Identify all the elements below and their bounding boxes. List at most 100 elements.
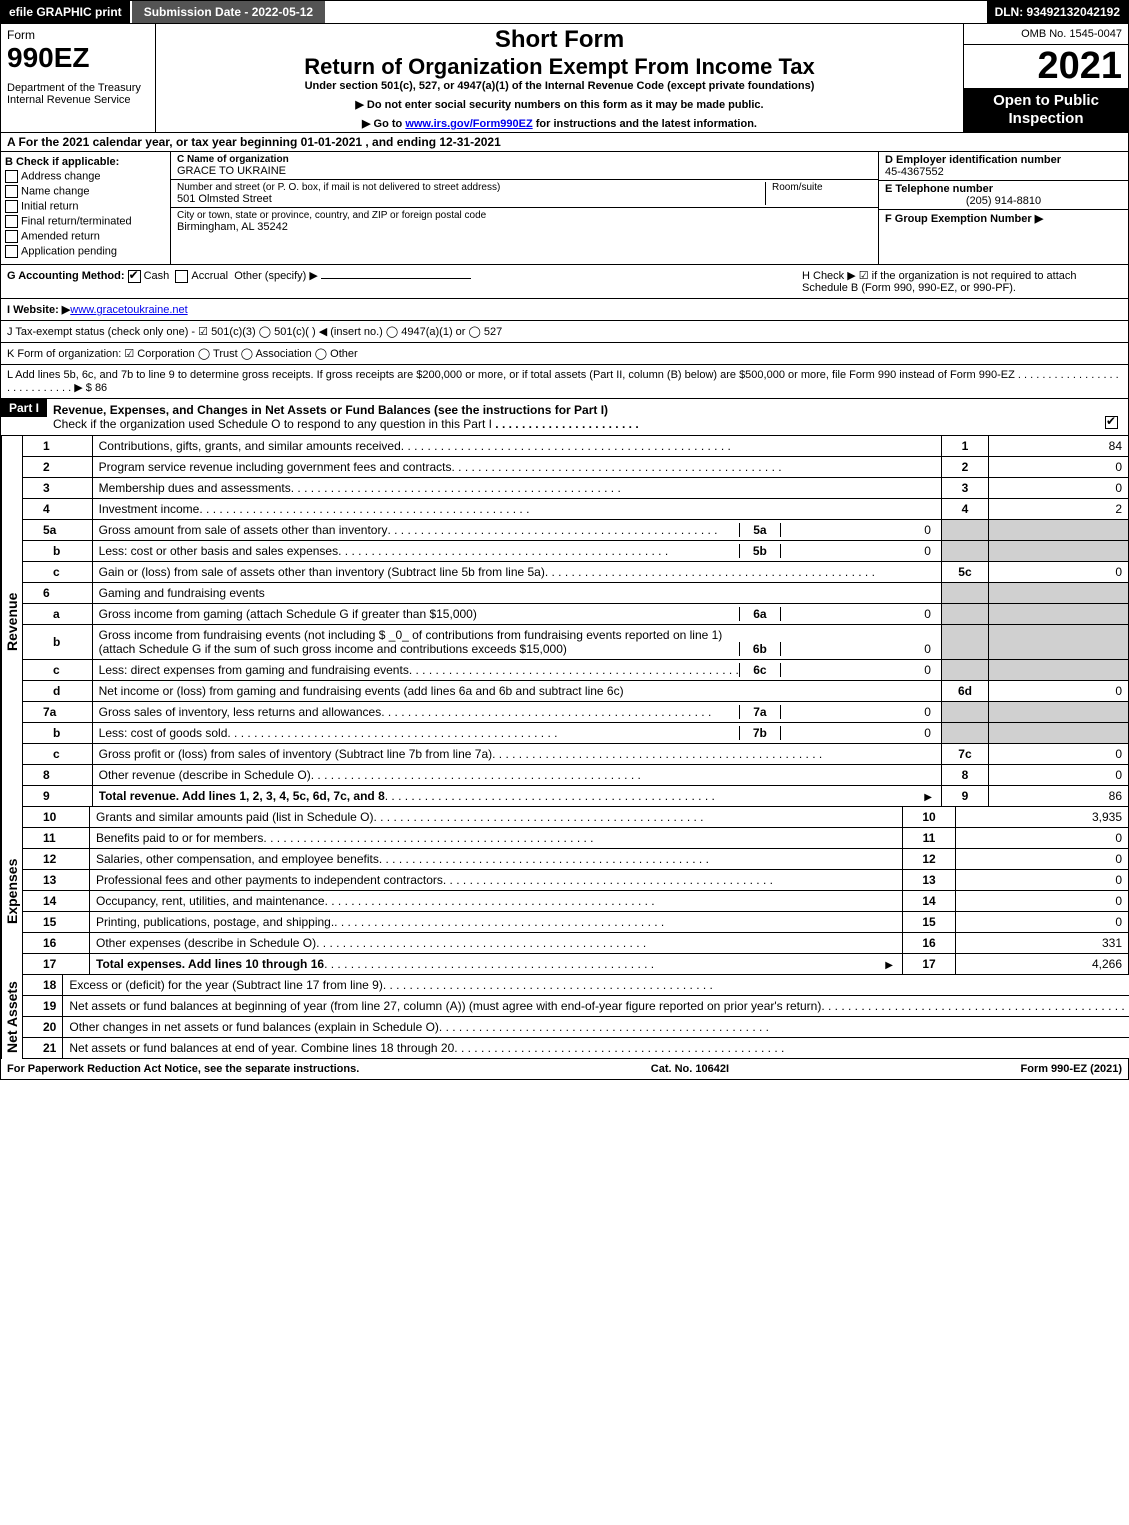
line-3: 3Membership dues and assessments30 [23,478,1129,499]
expenses-section: Expenses 10Grants and similar amounts pa… [0,807,1129,975]
street-value: 501 Olmsted Street [177,193,765,205]
submission-date: Submission Date - 2022-05-12 [130,1,327,23]
line-2: 2Program service revenue including gover… [23,457,1129,478]
line-1: 1Contributions, gifts, grants, and simil… [23,436,1129,457]
line-13: 13Professional fees and other payments t… [23,870,1129,891]
form-title: Return of Organization Exempt From Incom… [164,54,955,80]
footer-center: Cat. No. 10642I [651,1063,729,1075]
cb-cash[interactable] [128,270,141,283]
line-12: 12Salaries, other compensation, and empl… [23,849,1129,870]
line-7a: 7aGross sales of inventory, less returns… [23,702,1129,723]
form-number: 990EZ [7,42,149,74]
footer-left: For Paperwork Reduction Act Notice, see … [7,1063,359,1075]
omb-number: OMB No. 1545-0047 [964,24,1128,45]
phone-row: E Telephone number (205) 914-8810 [879,181,1128,210]
line-18: 18Excess or (deficit) for the year (Subt… [23,975,1129,996]
irs-link[interactable]: www.irs.gov/Form990EZ [405,118,532,130]
row-g-h: G Accounting Method: Cash Accrual Other … [0,265,1129,299]
cb-initial-return[interactable]: Initial return [5,200,166,213]
short-form-title: Short Form [164,26,955,54]
section-c: C Name of organization GRACE TO UKRAINE … [171,152,878,264]
page-footer: For Paperwork Reduction Act Notice, see … [0,1059,1129,1080]
e-label: E Telephone number [885,183,1122,195]
form-word: Form [7,28,149,42]
expenses-table: 10Grants and similar amounts paid (list … [22,807,1129,975]
goto-note: ▶ Go to www.irs.gov/Form990EZ for instru… [164,117,955,130]
group-exemption-row: F Group Exemption Number ▶ [879,210,1128,227]
org-name: GRACE TO UKRAINE [177,165,872,177]
netassets-side-label: Net Assets [1,975,22,1059]
phone-value: (205) 914-8810 [885,195,1122,207]
entity-block: B Check if applicable: Address change Na… [0,152,1129,265]
header-center: Short Form Return of Organization Exempt… [156,24,963,132]
cb-address-change[interactable]: Address change [5,170,166,183]
line-14: 14Occupancy, rent, utilities, and mainte… [23,891,1129,912]
cb-accrual[interactable] [175,270,188,283]
header-left: Form 990EZ Department of the Treasury In… [1,24,156,132]
expenses-side-label: Expenses [1,807,22,975]
c-label: C Name of organization [177,154,872,165]
cb-application-pending[interactable]: Application pending [5,245,166,258]
line-10: 10Grants and similar amounts paid (list … [23,807,1129,828]
org-name-row: C Name of organization GRACE TO UKRAINE [171,152,878,180]
row-i: I Website: ▶www.gracetoukraine.net [0,299,1129,321]
line-8: 8Other revenue (describe in Schedule O)8… [23,765,1129,786]
line-6b: bGross income from fundraising events (n… [23,625,1129,660]
website-link[interactable]: www.gracetoukraine.net [70,304,187,316]
b-label: B Check if applicable: [5,156,166,168]
city-label: City or town, state or province, country… [177,210,872,221]
footer-right: Form 990-EZ (2021) [1021,1063,1122,1075]
line-7b: bLess: cost of goods sold7b0 [23,723,1129,744]
line-17: 17Total expenses. Add lines 10 through 1… [23,954,1129,975]
line-5c: cGain or (loss) from sale of assets othe… [23,562,1129,583]
revenue-side-label: Revenue [1,436,22,807]
netassets-section: Net Assets 18Excess or (deficit) for the… [0,975,1129,1059]
section-a: A For the 2021 calendar year, or tax yea… [0,133,1129,152]
d-label: D Employer identification number [885,154,1122,166]
cb-name-change[interactable]: Name change [5,185,166,198]
ssn-note: ▶ Do not enter social security numbers o… [164,98,955,111]
inspection-badge: Open to Public Inspection [964,88,1128,132]
line-4: 4Investment income42 [23,499,1129,520]
l-amount: ▶ $ 86 [74,382,107,394]
department-label: Department of the Treasury Internal Reve… [7,82,149,106]
line-6c: cLess: direct expenses from gaming and f… [23,660,1129,681]
section-b: B Check if applicable: Address change Na… [1,152,171,264]
cb-schedule-o[interactable] [1105,416,1118,429]
line-6a: aGross income from gaming (attach Schedu… [23,604,1129,625]
cb-final-return[interactable]: Final return/terminated [5,215,166,228]
city-row: City or town, state or province, country… [171,208,878,235]
revenue-section: Revenue 1Contributions, gifts, grants, a… [0,436,1129,807]
part-i-label: Part I [1,399,47,417]
line-6d: dNet income or (loss) from gaming and fu… [23,681,1129,702]
topbar-spacer [327,1,986,23]
efile-print-label[interactable]: efile GRAPHIC print [1,1,130,23]
revenue-table: 1Contributions, gifts, grants, and simil… [22,436,1129,807]
line-20: 20Other changes in net assets or fund ba… [23,1017,1129,1038]
accounting-method: G Accounting Method: Cash Accrual Other … [7,269,471,283]
street-row: Number and street (or P. O. box, if mail… [171,180,878,208]
row-j: J Tax-exempt status (check only one) - ☑… [0,321,1129,343]
row-l: L Add lines 5b, 6c, and 7b to line 9 to … [0,365,1129,399]
line-9: 9Total revenue. Add lines 1, 2, 3, 4, 5c… [23,786,1129,807]
tax-year: 2021 [964,45,1128,88]
form-subtitle: Under section 501(c), 527, or 4947(a)(1)… [164,80,955,92]
street-label: Number and street (or P. O. box, if mail… [177,182,765,193]
part-i-title: Revenue, Expenses, and Changes in Net As… [47,399,1098,435]
ein-row: D Employer identification number 45-4367… [879,152,1128,181]
section-d-e-f: D Employer identification number 45-4367… [878,152,1128,264]
f-label: F Group Exemption Number ▶ [885,212,1122,225]
row-k: K Form of organization: ☑ Corporation ◯ … [0,343,1129,365]
line-15: 15Printing, publications, postage, and s… [23,912,1129,933]
cb-amended-return[interactable]: Amended return [5,230,166,243]
room-label: Room/suite [772,182,872,193]
header-right: OMB No. 1545-0047 2021 Open to Public In… [963,24,1128,132]
line-11: 11Benefits paid to or for members110 [23,828,1129,849]
line-21: 21Net assets or fund balances at end of … [23,1038,1129,1059]
line-6: 6Gaming and fundraising events [23,583,1129,604]
line-7c: cGross profit or (loss) from sales of in… [23,744,1129,765]
top-bar: efile GRAPHIC print Submission Date - 20… [0,0,1129,24]
part-i-header: Part I Revenue, Expenses, and Changes in… [0,399,1129,436]
h-check: H Check ▶ ☑ if the organization is not r… [802,269,1122,294]
line-5b: bLess: cost or other basis and sales exp… [23,541,1129,562]
